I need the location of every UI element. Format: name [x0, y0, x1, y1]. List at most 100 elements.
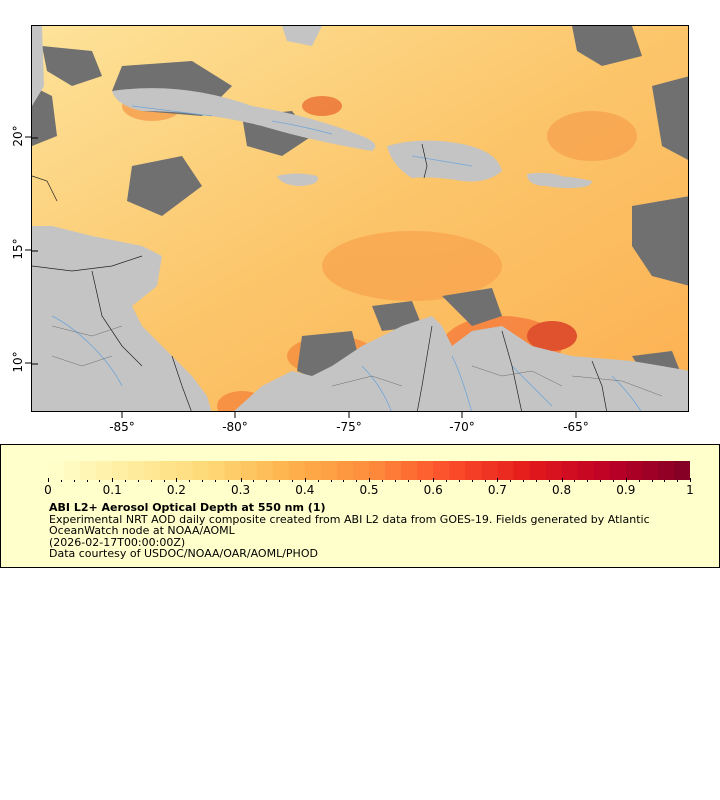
colorbar-step [128, 461, 145, 480]
colorbar-minor-tick [548, 480, 550, 482]
colorbar-minor-tick [86, 480, 88, 482]
lon-label-85: -85° [109, 420, 135, 434]
colorbar-step [497, 461, 515, 480]
colorbar-minor-tick [407, 480, 409, 482]
colorbar-step [401, 461, 418, 480]
colorbar-step [465, 461, 482, 480]
lat-label-10: 10° [11, 351, 25, 373]
colorbar-minor-tick [677, 480, 679, 482]
colorbar-step [304, 461, 322, 480]
colorbar-step [513, 461, 531, 480]
colorbar-minor-tick [266, 480, 268, 482]
colorbar-step [352, 461, 370, 480]
admin-lines [51, 325, 663, 397]
colorbar-minor-tick [227, 480, 229, 482]
colorbar-minor-tick [381, 480, 383, 482]
colorbar-minor-tick [690, 478, 691, 482]
colorbar-minor-tick [125, 480, 126, 482]
colorbar-step [96, 461, 113, 480]
colorbar-step [80, 461, 97, 480]
colorbar-minor-tick [613, 480, 614, 482]
colorbar-minor-tick [446, 480, 447, 482]
central-america [32, 226, 212, 411]
colorbar-minor-tick [433, 478, 435, 482]
borders [32, 143, 607, 411]
colorbar-step [369, 461, 386, 480]
rivers [51, 105, 642, 411]
colorbar-minor-tick [574, 480, 576, 482]
colorbar [48, 461, 690, 480]
colorbar-step [176, 461, 194, 480]
yucatan [32, 26, 44, 106]
colorbar-tick-label: 1 [686, 483, 694, 497]
colorbar-minor-tick [600, 480, 602, 482]
colorbar-step [673, 461, 690, 480]
cuba [112, 88, 376, 151]
colorbar-step [160, 461, 177, 480]
colorbar-minor-tick [535, 480, 537, 482]
colorbar-step [240, 461, 258, 480]
colorbar-minor-tick [394, 480, 396, 482]
colorbar-step [320, 461, 338, 480]
colorbar-minor-tick [214, 480, 216, 482]
land-masses [32, 26, 688, 411]
colorbar-minor-tick [317, 480, 319, 482]
lesser-islands [527, 175, 592, 189]
south-america [234, 316, 688, 411]
colorbar-minor-tick [48, 478, 49, 482]
colorbar-minor-tick [497, 478, 499, 482]
colorbar-tick-label: 0.8 [552, 483, 572, 497]
lat-label-20: 20° [11, 125, 25, 147]
colorbar-step [48, 461, 65, 480]
colorbar-minor-tick [137, 480, 139, 482]
colorbar-tick-label: 0.9 [616, 483, 636, 497]
colorbar-minor-tick [189, 480, 191, 482]
axis-ticks [25, 136, 577, 418]
jamaica [277, 173, 318, 186]
colorbar-step [272, 461, 290, 480]
colorbar-minor-tick [369, 478, 370, 482]
colorbar-minor-tick [60, 480, 62, 482]
colorbar-minor-tick [163, 480, 165, 482]
colorbar-minor-tick [484, 480, 486, 482]
colorbar-minor-tick [279, 480, 281, 482]
lat-label-15: 15° [11, 238, 25, 260]
lon-label-70: -70° [449, 420, 475, 434]
colorbar-minor-tick [176, 478, 178, 482]
colorbar-step [625, 461, 643, 480]
colorbar-step [481, 461, 498, 480]
colorbar-tick-label: 0 [44, 483, 52, 497]
colorbar-minor-tick [343, 480, 345, 482]
colorbar-step [593, 461, 611, 480]
colorbar-minor-tick [73, 480, 75, 482]
colorbar-minor-tick [523, 480, 525, 482]
colorbar-minor-tick [304, 478, 306, 482]
hispaniola [387, 140, 502, 182]
colorbar-step [385, 461, 402, 480]
colorbar-minor-tick [561, 478, 563, 482]
florida [282, 26, 322, 46]
colorbar-step [657, 461, 675, 480]
legend-text: ABI L2+ Aerosol Optical Depth at 550 nm … [49, 502, 689, 560]
colorbar-step [336, 461, 354, 480]
colorbar-step [144, 461, 161, 480]
colorbar-step [577, 461, 595, 480]
colorbar-step [112, 461, 129, 480]
colorbar-minor-tick [253, 480, 255, 482]
colorbar-minor-tick [510, 480, 512, 482]
colorbar-step [64, 461, 81, 480]
colorbar-step [561, 461, 579, 480]
colorbar-minor-tick [587, 480, 589, 482]
lon-label-65: -65° [563, 420, 589, 434]
colorbar-minor-tick [202, 480, 204, 482]
colorbar-step [641, 461, 659, 480]
map-canvas [32, 26, 688, 411]
lon-label-75: -75° [336, 420, 362, 434]
colorbar-minor-tick [471, 480, 473, 482]
colorbar-step [417, 461, 434, 480]
colorbar-minor-tick [625, 478, 627, 482]
colorbar-step [449, 461, 466, 480]
colorbar-step [192, 461, 210, 480]
colorbar-minor-tick [112, 478, 114, 482]
lat-ticks [32, 137, 38, 365]
